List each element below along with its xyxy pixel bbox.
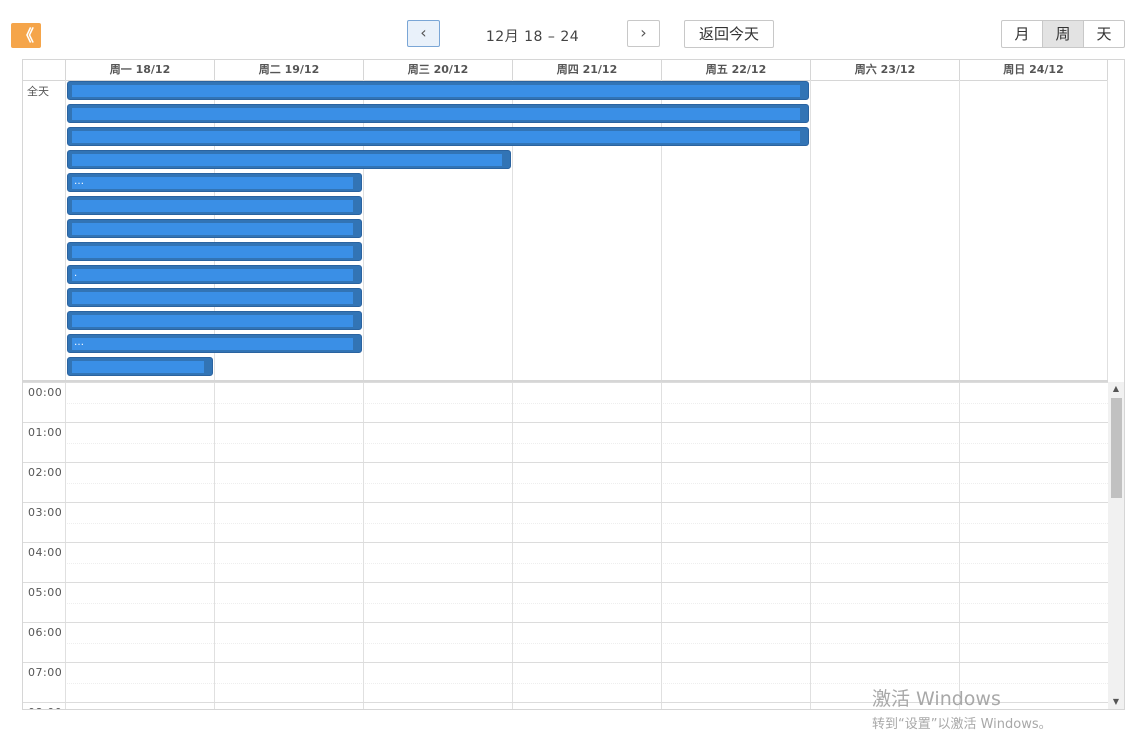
hour-row[interactable]: 02:00 (23, 462, 1108, 502)
chevron-right-icon: › (640, 23, 647, 42)
event-title: … (74, 176, 84, 187)
hour-label: 06:00 (28, 626, 63, 639)
scroll-up-arrow-icon[interactable]: ▲ (1112, 384, 1120, 393)
prev-week-button[interactable]: ‹ (407, 20, 440, 47)
hour-row[interactable]: 08:00 (23, 702, 1108, 709)
hour-label: 07:00 (28, 666, 63, 679)
scroll-down-arrow-icon[interactable]: ▼ (1112, 697, 1120, 706)
hour-label: 04:00 (28, 546, 63, 559)
day-header-sun: 周日 24/12 (959, 60, 1108, 80)
all-day-event[interactable] (67, 81, 809, 100)
chevron-left-icon: ‹ (420, 23, 427, 42)
all-day-event[interactable]: . (67, 265, 362, 284)
hour-label: 02:00 (28, 466, 63, 479)
hour-label: 03:00 (28, 506, 63, 519)
hour-row[interactable]: 00:00 (23, 382, 1108, 422)
view-day-button[interactable]: 天 (1096, 25, 1112, 43)
windows-activation-watermark: 激活 Windows 转到“设置”以激活 Windows。 (872, 684, 1052, 732)
watermark-title: 激活 Windows (872, 688, 1001, 710)
watermark-subtitle: 转到“设置”以激活 Windows。 (872, 717, 1052, 732)
all-day-label: 全天 (27, 85, 49, 98)
day-header-wed: 周三 20/12 (363, 60, 512, 80)
day-header-row: 周一 18/12 周二 19/12 周三 20/12 周四 21/12 周五 2… (23, 60, 1108, 81)
hour-label: 05:00 (28, 586, 63, 599)
all-day-event[interactable]: … (67, 173, 362, 192)
all-day-event[interactable] (67, 196, 362, 215)
today-button[interactable]: 返回今天 (684, 20, 774, 48)
time-grid: 08:00 07:00 06:00 05:00 04:00 03:00 02:00 01:00… (23, 382, 1124, 709)
all-day-event[interactable] (67, 311, 362, 330)
time-grid-scrollbar[interactable]: ▲ ▼ (1108, 382, 1124, 709)
next-week-button[interactable]: › (627, 20, 660, 47)
hour-row[interactable]: 03:00 (23, 502, 1108, 542)
hour-label: 08:00 (28, 706, 62, 709)
all-day-event[interactable] (67, 127, 809, 146)
day-header-sat: 周六 23/12 (810, 60, 959, 80)
all-day-event[interactable]: … (67, 334, 362, 353)
hour-row[interactable]: 07:00 (23, 662, 1108, 702)
hour-label: 00:00 (28, 386, 63, 399)
date-range-label: 12月 18 – 24 (485, 29, 580, 45)
hour-row[interactable]: 06:00 (23, 622, 1108, 662)
all-day-event[interactable] (67, 104, 809, 123)
day-header-tue: 周二 19/12 (214, 60, 363, 80)
all-day-event[interactable] (67, 288, 362, 307)
day-header-thu: 周四 21/12 (512, 60, 661, 80)
view-switcher: 月 周 天 (1001, 20, 1125, 48)
hour-row[interactable]: 04:00 (23, 542, 1108, 582)
event-title: … (74, 337, 84, 348)
event-title: . (74, 268, 78, 279)
day-header-mon: 周一 18/12 (65, 60, 214, 80)
all-day-event[interactable] (67, 150, 511, 169)
all-day-row: 全天 …. … (23, 80, 1108, 382)
scroll-thumb[interactable] (1111, 398, 1122, 498)
hour-row[interactable]: 01:00 (23, 422, 1108, 462)
collapse-sidebar-button[interactable]: 《 (11, 23, 41, 48)
all-day-event[interactable] (67, 242, 362, 261)
view-week-button[interactable]: 周 (1043, 21, 1084, 47)
week-calendar: 周一 18/12 周二 19/12 周三 20/12 周四 21/12 周五 2… (22, 59, 1125, 710)
hour-row[interactable]: 05:00 (23, 582, 1108, 622)
all-day-event[interactable] (67, 357, 213, 376)
hour-label: 01:00 (28, 426, 63, 439)
all-day-event[interactable] (67, 219, 362, 238)
view-month-button[interactable]: 月 (1002, 21, 1043, 47)
day-header-fri: 周五 22/12 (661, 60, 810, 80)
